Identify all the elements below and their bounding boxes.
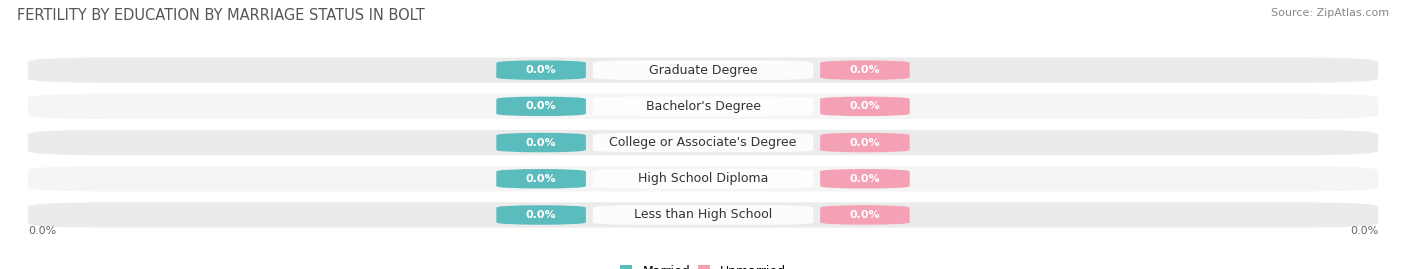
FancyBboxPatch shape (820, 133, 910, 152)
FancyBboxPatch shape (496, 60, 586, 80)
Legend: Married, Unmarried: Married, Unmarried (614, 260, 792, 269)
Text: 0.0%: 0.0% (849, 137, 880, 148)
Text: Less than High School: Less than High School (634, 208, 772, 221)
Text: 0.0%: 0.0% (526, 65, 557, 75)
Text: 0.0%: 0.0% (849, 174, 880, 184)
Text: FERTILITY BY EDUCATION BY MARRIAGE STATUS IN BOLT: FERTILITY BY EDUCATION BY MARRIAGE STATU… (17, 8, 425, 23)
Text: Bachelor's Degree: Bachelor's Degree (645, 100, 761, 113)
Text: 0.0%: 0.0% (526, 101, 557, 111)
Text: Source: ZipAtlas.com: Source: ZipAtlas.com (1271, 8, 1389, 18)
FancyBboxPatch shape (28, 130, 1378, 155)
FancyBboxPatch shape (593, 205, 813, 225)
FancyBboxPatch shape (496, 205, 586, 225)
FancyBboxPatch shape (593, 169, 813, 189)
FancyBboxPatch shape (496, 169, 586, 189)
FancyBboxPatch shape (28, 166, 1378, 192)
FancyBboxPatch shape (496, 97, 586, 116)
Text: 0.0%: 0.0% (849, 101, 880, 111)
FancyBboxPatch shape (593, 60, 813, 80)
Text: 0.0%: 0.0% (849, 210, 880, 220)
Text: 0.0%: 0.0% (526, 137, 557, 148)
FancyBboxPatch shape (820, 169, 910, 189)
FancyBboxPatch shape (28, 58, 1378, 83)
Text: 0.0%: 0.0% (526, 174, 557, 184)
FancyBboxPatch shape (820, 205, 910, 225)
Text: 0.0%: 0.0% (28, 226, 56, 236)
Text: 0.0%: 0.0% (849, 65, 880, 75)
Text: High School Diploma: High School Diploma (638, 172, 768, 185)
Text: Graduate Degree: Graduate Degree (648, 64, 758, 77)
FancyBboxPatch shape (593, 133, 813, 152)
Text: 0.0%: 0.0% (1350, 226, 1378, 236)
FancyBboxPatch shape (28, 202, 1378, 228)
Text: 0.0%: 0.0% (526, 210, 557, 220)
FancyBboxPatch shape (28, 94, 1378, 119)
Text: College or Associate's Degree: College or Associate's Degree (609, 136, 797, 149)
FancyBboxPatch shape (496, 133, 586, 152)
FancyBboxPatch shape (820, 97, 910, 116)
FancyBboxPatch shape (593, 97, 813, 116)
FancyBboxPatch shape (820, 60, 910, 80)
